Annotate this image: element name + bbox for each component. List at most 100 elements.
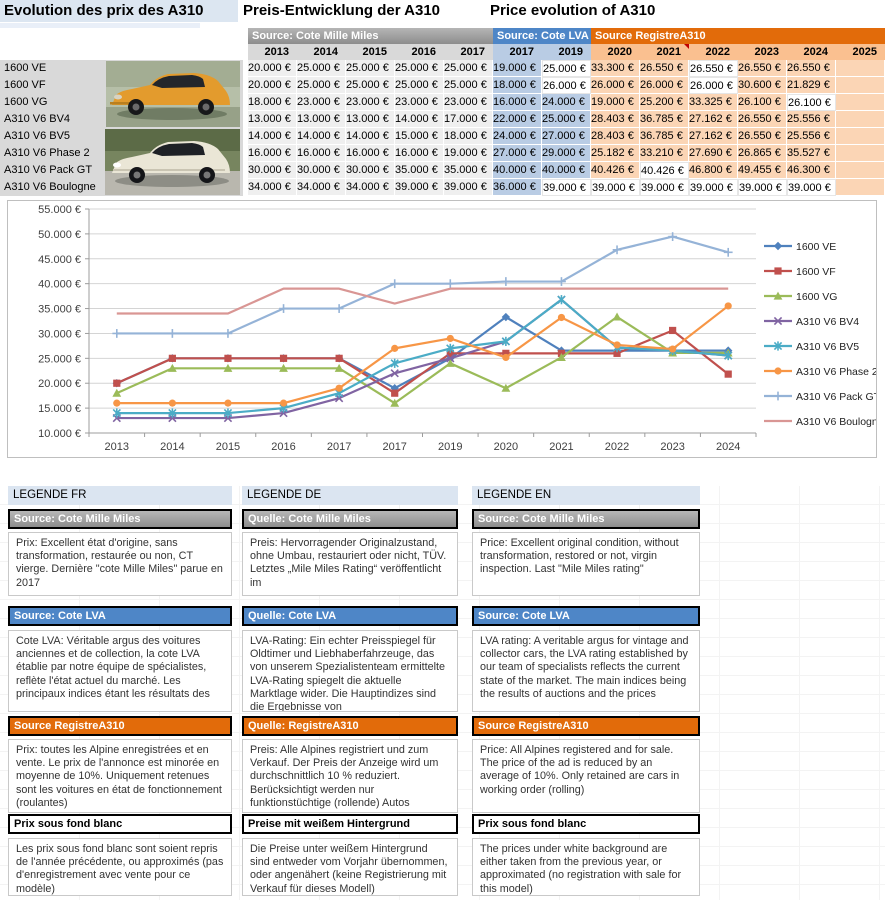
price-cell[interactable]: 16.000 € — [297, 145, 346, 162]
price-cell[interactable]: 26.000 € — [542, 77, 591, 94]
price-cell[interactable]: 25.200 € — [640, 94, 689, 111]
price-cell[interactable]: 27.162 € — [689, 128, 738, 145]
price-cell[interactable]: 26.550 € — [640, 60, 689, 77]
price-cell[interactable]: 27.000 € — [542, 128, 591, 145]
price-cell[interactable]: 36.785 € — [640, 128, 689, 145]
price-cell[interactable]: 18.000 € — [248, 94, 297, 111]
price-cell[interactable]: 23.000 € — [444, 94, 493, 111]
price-cell[interactable]: 26.550 € — [738, 128, 787, 145]
price-cell[interactable]: 35.527 € — [787, 145, 836, 162]
price-cell[interactable]: 25.182 € — [591, 145, 640, 162]
year-header[interactable]: 2021 — [640, 44, 689, 60]
year-header[interactable]: 2017 — [444, 44, 493, 60]
source-header-gray[interactable]: Source: Cote Mille Miles — [248, 28, 493, 44]
price-cell[interactable]: 16.000 € — [493, 94, 542, 111]
price-cell[interactable]: 30.000 € — [248, 162, 297, 179]
price-cell[interactable]: 13.000 € — [297, 111, 346, 128]
price-cell[interactable]: 34.000 € — [297, 179, 346, 196]
source-header-orange[interactable]: Source RegistreA310 — [591, 28, 885, 44]
price-cell[interactable]: 40.000 € — [493, 162, 542, 179]
price-cell[interactable]: 39.000 € — [591, 179, 640, 196]
price-cell[interactable]: 21.829 € — [787, 77, 836, 94]
price-cell[interactable] — [836, 145, 885, 162]
price-cell[interactable]: 27.162 € — [689, 111, 738, 128]
price-cell[interactable]: 25.000 € — [542, 60, 591, 77]
price-cell[interactable]: 39.000 € — [689, 179, 738, 196]
price-cell[interactable]: 16.000 € — [395, 145, 444, 162]
source-header-blue[interactable]: Source: Cote LVA — [493, 28, 591, 44]
price-cell[interactable]: 25.000 € — [542, 111, 591, 128]
year-header[interactable]: 2016 — [395, 44, 444, 60]
price-cell[interactable]: 25.000 € — [346, 60, 395, 77]
price-cell[interactable]: 25.000 € — [346, 77, 395, 94]
price-cell[interactable]: 19.000 € — [591, 94, 640, 111]
price-cell[interactable]: 26.000 € — [591, 77, 640, 94]
price-cell[interactable]: 28.403 € — [591, 128, 640, 145]
price-cell[interactable]: 30.600 € — [738, 77, 787, 94]
price-cell[interactable] — [836, 60, 885, 77]
price-cell[interactable]: 13.000 € — [248, 111, 297, 128]
price-cell[interactable]: 46.800 € — [689, 162, 738, 179]
price-cell[interactable]: 25.556 € — [787, 128, 836, 145]
price-cell[interactable] — [836, 111, 885, 128]
price-cell[interactable] — [836, 94, 885, 111]
price-cell[interactable]: 25.000 € — [444, 77, 493, 94]
price-cell[interactable] — [836, 128, 885, 145]
price-cell[interactable]: 23.000 € — [346, 94, 395, 111]
price-cell[interactable]: 25.000 € — [297, 60, 346, 77]
price-cell[interactable]: 20.000 € — [248, 77, 297, 94]
price-cell[interactable]: 14.000 € — [395, 111, 444, 128]
price-cell[interactable]: 39.000 € — [444, 179, 493, 196]
price-cell[interactable]: 30.000 € — [297, 162, 346, 179]
price-cell[interactable]: 33.210 € — [640, 145, 689, 162]
price-cell[interactable]: 26.550 € — [689, 60, 738, 77]
price-cell[interactable]: 16.000 € — [346, 145, 395, 162]
price-cell[interactable]: 34.000 € — [346, 179, 395, 196]
price-cell[interactable]: 39.000 € — [542, 179, 591, 196]
price-cell[interactable]: 20.000 € — [248, 60, 297, 77]
price-cell[interactable]: 39.000 € — [787, 179, 836, 196]
year-header[interactable]: 2020 — [591, 44, 640, 60]
price-cell[interactable]: 19.000 € — [444, 145, 493, 162]
price-cell[interactable]: 26.000 € — [640, 77, 689, 94]
price-cell[interactable]: 14.000 € — [248, 128, 297, 145]
price-cell[interactable]: 27.000 € — [493, 145, 542, 162]
price-cell[interactable]: 24.000 € — [542, 94, 591, 111]
price-cell[interactable] — [836, 162, 885, 179]
price-cell[interactable]: 15.000 € — [395, 128, 444, 145]
year-header[interactable]: 2025 — [836, 44, 885, 60]
price-cell[interactable]: 29.000 € — [542, 145, 591, 162]
price-cell[interactable]: 30.000 € — [346, 162, 395, 179]
price-cell[interactable]: 39.000 € — [738, 179, 787, 196]
price-cell[interactable]: 49.455 € — [738, 162, 787, 179]
price-cell[interactable]: 18.000 € — [444, 128, 493, 145]
price-cell[interactable]: 46.300 € — [787, 162, 836, 179]
price-cell[interactable]: 36.785 € — [640, 111, 689, 128]
price-cell[interactable]: 40.000 € — [542, 162, 591, 179]
year-header[interactable]: 2022 — [689, 44, 738, 60]
price-cell[interactable] — [836, 77, 885, 94]
year-header[interactable]: 2017 — [493, 44, 542, 60]
price-cell[interactable]: 25.000 € — [395, 60, 444, 77]
price-cell[interactable]: 26.550 € — [738, 60, 787, 77]
price-cell[interactable]: 35.000 € — [444, 162, 493, 179]
price-cell[interactable]: 39.000 € — [640, 179, 689, 196]
year-header[interactable]: 2023 — [738, 44, 787, 60]
price-cell[interactable]: 16.000 € — [248, 145, 297, 162]
price-cell[interactable]: 26.100 € — [738, 94, 787, 111]
price-cell[interactable]: 25.000 € — [395, 77, 444, 94]
price-cell[interactable]: 26.550 € — [738, 111, 787, 128]
price-cell[interactable]: 36.000 € — [493, 179, 542, 196]
price-cell[interactable] — [836, 179, 885, 196]
price-cell[interactable]: 23.000 € — [297, 94, 346, 111]
price-cell[interactable]: 33.300 € — [591, 60, 640, 77]
price-cell[interactable]: 39.000 € — [395, 179, 444, 196]
price-cell[interactable]: 34.000 € — [248, 179, 297, 196]
year-header[interactable]: 2014 — [297, 44, 346, 60]
price-cell[interactable]: 23.000 € — [395, 94, 444, 111]
price-cell[interactable]: 40.426 € — [591, 162, 640, 179]
price-cell[interactable]: 25.000 € — [444, 60, 493, 77]
year-header[interactable]: 2019 — [542, 44, 591, 60]
price-cell[interactable]: 26.000 € — [689, 77, 738, 94]
price-cell[interactable]: 25.000 € — [297, 77, 346, 94]
